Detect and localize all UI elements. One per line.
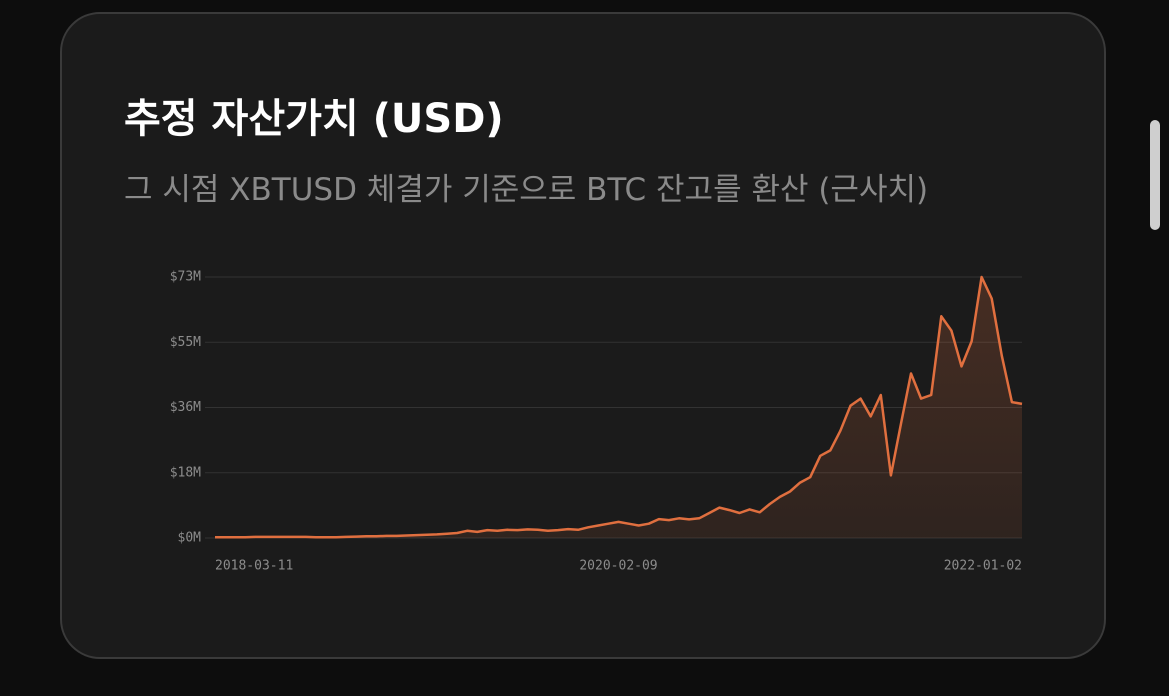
y-tick-label: $36M	[170, 400, 201, 415]
y-tick-label: $18M	[170, 465, 201, 480]
chart-subtitle: 그 시점 XBTUSD 체결가 기준으로 BTC 잔고를 환산 (근사치)	[124, 172, 929, 208]
x-tick-label: 2018-03-11	[215, 559, 293, 574]
card: 추정 자산가치 (USD) 그 시점 XBTUSD 체결가 기준으로 BTC 잔…	[60, 12, 1106, 659]
chart-title: 추정 자산가치 (USD)	[124, 96, 504, 142]
x-tick-label: 2020-02-09	[579, 559, 657, 574]
y-tick-label: $0M	[178, 531, 202, 546]
x-tick-label: 2022-01-02	[944, 559, 1022, 574]
line	[215, 275, 1023, 539]
y-tick-label: $73M	[170, 270, 201, 285]
y-tick-label: $55M	[170, 335, 201, 350]
area-fill	[215, 277, 1022, 538]
scrollbar[interactable]	[1150, 120, 1160, 230]
